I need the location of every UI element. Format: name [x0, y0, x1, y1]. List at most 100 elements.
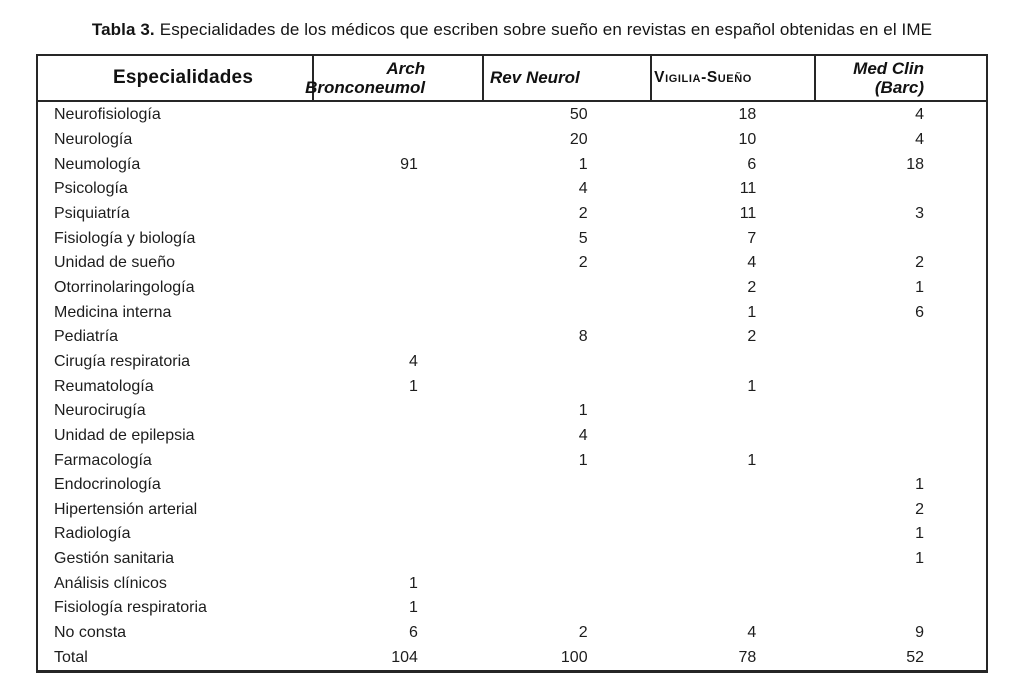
table-row: No consta 6 2 4 9 — [38, 621, 986, 646]
cell-arch: 1 — [409, 574, 418, 592]
cell-vigilia: 1 — [747, 303, 757, 321]
table-row: Hipertensión arterial 2 — [38, 498, 986, 523]
table-caption: Tabla 3. Especialidades de los médicos qu… — [0, 20, 1024, 40]
cell-med: 2 — [915, 500, 924, 518]
cell-vigilia: 7 — [747, 229, 757, 247]
cell-especialidad: Neurología — [54, 130, 133, 148]
table-row: Medicina interna 1 6 — [38, 300, 986, 325]
cell-vigilia: 1 — [747, 451, 757, 469]
cell-especialidad: No consta — [54, 624, 127, 642]
cell-especialidad: Gestión sanitaria — [54, 550, 175, 568]
table-caption-number: Tabla 3. — [91, 20, 155, 39]
table-header-row: Especialidades Arch Bronconeumol Rev Neuro… — [38, 56, 986, 102]
column-header-vigilia: Vigilia-Sueño — [652, 56, 817, 100]
cell-arch: 1 — [409, 377, 418, 395]
cell-vigilia: 4 — [747, 254, 757, 272]
cell-especialidad: Endocrinología — [54, 476, 161, 494]
table-row: Total 104 100 78 52 — [38, 645, 986, 670]
cell-especialidad: Unidad de sueño — [54, 254, 175, 272]
cell-arch: 91 — [400, 155, 418, 173]
cell-rev: 1 — [578, 402, 588, 420]
table-row: Fisiología y biología 5 7 — [38, 226, 986, 251]
cell-vigilia: 10 — [738, 130, 757, 148]
cell-vigilia: 18 — [738, 106, 757, 124]
cell-rev: 1 — [578, 451, 588, 469]
table-row: Fisiología respiratoria 1 — [38, 596, 986, 621]
table-row: Neurocirugía 1 — [38, 399, 986, 424]
column-header-rev: Rev Neurol — [484, 56, 652, 100]
table-row: Otorrinolaringología 2 1 — [38, 276, 986, 301]
cell-med: 3 — [915, 204, 924, 222]
cell-especialidad: Reumatología — [54, 377, 154, 395]
cell-med: 9 — [915, 624, 924, 642]
cell-med: 1 — [915, 525, 924, 543]
cell-especialidad: Psiquiatría — [54, 204, 130, 222]
table-row: Farmacología 1 1 — [38, 448, 986, 473]
table-body: Neurofisiología 50 18 4 Neurología 20 10 4 Neumo… — [38, 102, 986, 670]
cell-especialidad: Pediatría — [54, 328, 119, 346]
cell-especialidad: Farmacología — [54, 451, 152, 469]
table-row: Unidad de sueño 2 4 2 — [38, 251, 986, 276]
cell-especialidad: Unidad de epilepsia — [54, 426, 195, 444]
cell-vigilia: 2 — [747, 328, 757, 346]
cell-med: 52 — [906, 648, 924, 666]
table-row: Cirugía respiratoria 4 — [38, 350, 986, 375]
cell-med: 4 — [915, 130, 924, 148]
cell-especialidad: Radiología — [54, 525, 131, 543]
table-row: Unidad de epilepsia 4 — [38, 424, 986, 449]
cell-rev: 100 — [560, 648, 588, 666]
cell-rev: 4 — [578, 426, 588, 444]
cell-rev: 4 — [578, 180, 588, 198]
table-row: Psicología 4 11 — [38, 177, 986, 202]
cell-med: 1 — [915, 550, 924, 568]
cell-med: 18 — [906, 155, 924, 173]
cell-arch: 104 — [391, 648, 418, 666]
table-row: Psiquiatría 2 11 3 — [38, 202, 986, 227]
cell-rev: 5 — [578, 229, 588, 247]
cell-vigilia: 78 — [738, 648, 757, 666]
table-row: Neurología 20 10 4 — [38, 128, 986, 153]
cell-rev: 50 — [569, 106, 588, 124]
column-header-arch: Arch Bronconeumol — [305, 56, 485, 100]
cell-vigilia: 11 — [739, 204, 757, 222]
cell-med: 6 — [915, 303, 924, 321]
cell-arch: 1 — [409, 599, 418, 617]
cell-rev: 2 — [578, 204, 588, 222]
cell-especialidad: Fisiología respiratoria — [54, 599, 207, 617]
table-row: Reumatología 1 1 — [38, 374, 986, 399]
column-header-med: Med Clin (Barc) — [853, 58, 924, 97]
cell-vigilia: 11 — [739, 180, 757, 198]
cell-arch: 4 — [409, 352, 418, 370]
cell-rev: 1 — [578, 155, 588, 173]
cell-rev: 2 — [578, 624, 588, 642]
cell-med: 4 — [915, 106, 924, 124]
table-row: Análisis clínicos 1 — [38, 571, 986, 596]
cell-especialidad: Fisiología y biología — [54, 229, 196, 247]
table-row: Radiología 1 — [38, 522, 986, 547]
cell-vigilia: 1 — [747, 377, 757, 395]
cell-especialidad: Neumología — [54, 155, 141, 173]
table-caption-text: Especialidades de los médicos que escrib… — [159, 20, 933, 39]
cell-especialidad: Neurofisiología — [54, 106, 161, 124]
table-row: Gestión sanitaria 1 — [38, 547, 986, 572]
table-row: Neurofisiología 50 18 4 — [38, 103, 986, 128]
cell-rev: 2 — [578, 254, 588, 272]
cell-especialidad: Total — [54, 648, 88, 666]
cell-especialidad: Otorrinolaringología — [54, 278, 195, 296]
cell-med: 1 — [915, 278, 924, 296]
cell-especialidad: Hipertensión arterial — [54, 500, 198, 518]
cell-rev: 20 — [569, 130, 588, 148]
cell-especialidad: Cirugía respiratoria — [54, 352, 191, 370]
cell-med: 1 — [915, 476, 924, 494]
table-row: Neumología 91 1 6 18 — [38, 152, 986, 177]
cell-especialidad: Medicina interna — [54, 303, 172, 321]
column-header-especialidad: Especialidades — [38, 56, 315, 100]
cell-arch: 6 — [409, 624, 418, 642]
cell-especialidad: Análisis clínicos — [54, 574, 167, 592]
cell-vigilia: 6 — [747, 155, 757, 173]
specialties-table: Especialidades Arch Bronconeumol Rev Neuro… — [36, 54, 988, 673]
cell-vigilia: 2 — [747, 278, 757, 296]
cell-rev: 8 — [578, 328, 588, 346]
table-row: Pediatría 8 2 — [38, 325, 986, 350]
